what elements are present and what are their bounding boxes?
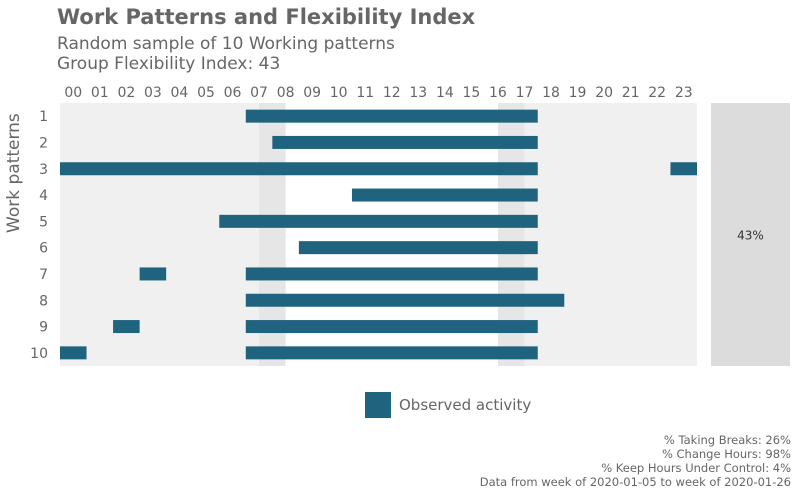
y-tick-label: 6 [39,241,48,257]
activity-bar [670,162,697,176]
y-tick-label: 7 [39,267,48,283]
caption-date-range: Data from week of 2020-01-05 to week of … [479,475,791,489]
x-tick-label: 23 [675,85,693,101]
x-tick-label: 18 [542,85,560,101]
x-tick-label: 01 [91,85,109,101]
x-tick-label: 17 [516,85,534,101]
activity-bar [113,320,140,334]
x-tick-label: 04 [171,85,189,101]
x-tick-label: 11 [356,85,374,101]
x-tick-label: 21 [622,85,640,101]
y-tick-label: 4 [39,188,48,204]
x-tick-label: 08 [277,85,295,101]
caption-keep-hours: % Keep Hours Under Control: 4% [601,461,791,475]
activity-bar [272,135,538,149]
subtitle-line-sample: Random sample of 10 Working patterns [57,34,395,54]
legend-label: Observed activity [399,396,532,414]
y-tick-label: 10 [30,346,48,362]
x-tick-label: 06 [224,85,242,101]
activity-bar [60,346,87,360]
x-tick-label: 00 [64,85,82,101]
x-tick-label: 05 [197,85,215,101]
x-tick-label: 19 [569,85,587,101]
x-tick-label: 09 [303,85,321,101]
x-tick-label: 22 [648,85,666,101]
y-tick-label: 3 [39,162,48,178]
x-tick-label: 16 [489,85,507,101]
activity-bar [60,162,538,176]
x-tick-label: 07 [250,85,268,101]
activity-bar [245,109,538,123]
flexibility-index-panel [711,103,790,366]
x-tick-label: 03 [144,85,162,101]
flexibility-index-value: 43% [737,229,764,243]
x-tick-label: 14 [436,85,454,101]
x-tick-label: 13 [409,85,427,101]
activity-bar [351,188,538,202]
chart-subtitle: Random sample of 10 Working patterns Gro… [57,34,395,74]
x-tick-label: 15 [462,85,480,101]
y-tick-label: 2 [39,135,48,151]
activity-bar [245,293,565,307]
legend-swatch [365,392,391,418]
activity-bar [245,267,538,281]
caption-change-hours: % Change Hours: 98% [661,447,791,461]
y-tick-label: 5 [39,214,48,230]
activity-bar [219,214,538,228]
activity-bar [245,320,538,334]
activity-bar [139,267,167,281]
caption: % Taking Breaks: 26% % Change Hours: 98%… [480,433,791,489]
legend: Observed activity [365,392,531,418]
x-tick-label: 20 [595,85,613,101]
y-tick-label: 8 [39,293,48,309]
caption-taking-breaks: % Taking Breaks: 26% [663,433,791,447]
x-tick-label: 12 [383,85,401,101]
x-tick-label: 02 [117,85,135,101]
y-tick-label: 9 [39,320,48,336]
activity-bar [298,241,538,255]
y-tick-label: 1 [39,109,48,125]
activity-bar [245,346,538,360]
subtitle-line-index: Group Flexibility Index: 43 [57,54,281,74]
x-tick-label: 10 [330,85,348,101]
chart-title: Work Patterns and Flexibility Index [57,5,476,29]
